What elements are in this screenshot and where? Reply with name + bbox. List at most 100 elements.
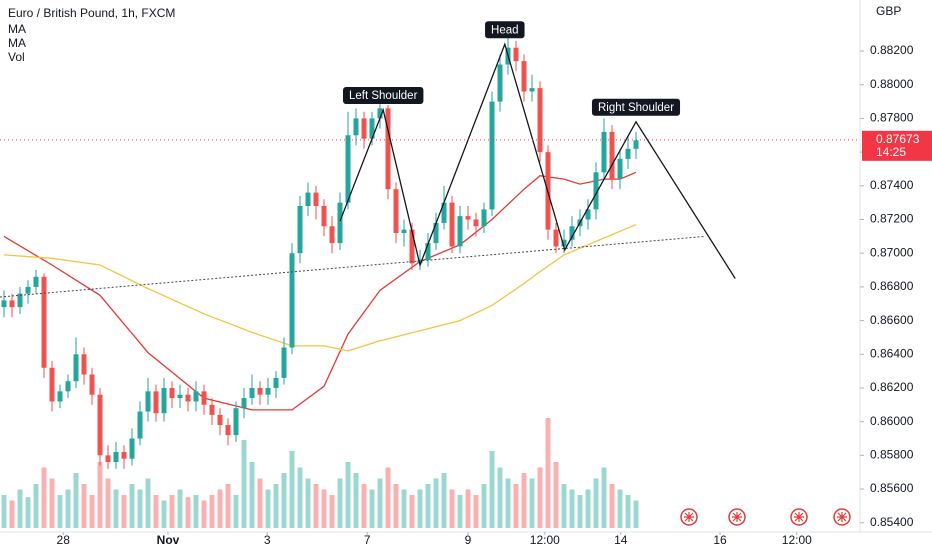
candle-body (353, 118, 359, 136)
volume-bar (545, 418, 551, 528)
candle-body (497, 64, 503, 102)
candle-body (41, 276, 47, 368)
volume-bar (473, 495, 479, 528)
volume-bar (169, 495, 175, 528)
candle-body (393, 189, 399, 233)
x-tick-label: Nov (157, 533, 180, 547)
y-tick-label: 0.86000 (870, 414, 914, 428)
candle-body (561, 239, 567, 247)
legend-ma: MA (8, 22, 26, 36)
volume-bar (561, 484, 567, 528)
flag-icon[interactable] (833, 508, 851, 526)
annotation-box (342, 87, 424, 105)
volume-bar (385, 467, 391, 528)
volume-bar (593, 478, 599, 528)
candle-body (473, 219, 479, 227)
volume-bar (393, 484, 399, 528)
volume-bar (369, 489, 375, 528)
volume-bar (465, 489, 471, 528)
volume-bar (489, 451, 495, 528)
calendar-flags[interactable] (680, 508, 851, 526)
candle-body (241, 398, 247, 409)
candle-body (1, 300, 7, 308)
legend-ma: MA (8, 36, 26, 50)
candle-body (9, 300, 15, 308)
annotation-box (485, 21, 525, 39)
annotation: Head (485, 21, 525, 39)
candle-body (57, 391, 63, 402)
y-tick-label: 0.85400 (870, 515, 914, 529)
volume-bar (65, 489, 71, 528)
annotation-box (591, 98, 681, 116)
volume-bar (537, 467, 543, 528)
candle-body (337, 202, 343, 244)
chart-title: Euro / British Pound, 1h, FXCM (8, 6, 175, 20)
volume-bar (289, 451, 295, 528)
annotation-label: Left Shoulder (349, 90, 418, 102)
volume-bar (601, 467, 607, 528)
volume-bar (257, 478, 263, 528)
candle-body (73, 354, 79, 382)
volume-bar (129, 484, 135, 528)
volume-bar (105, 478, 111, 528)
candle-body (609, 131, 615, 180)
candle-body (161, 387, 167, 414)
volume-bar (361, 484, 367, 528)
candle-body (553, 229, 559, 247)
volume-bar (153, 495, 159, 528)
x-tick-label: 12:00 (782, 533, 812, 547)
candle-body (377, 108, 383, 119)
volume-bar (241, 440, 247, 528)
volume-bar (577, 495, 583, 528)
volume-bar (185, 497, 191, 528)
candle-body (433, 222, 439, 244)
candle-body (385, 108, 391, 190)
candle-body (89, 374, 95, 395)
y-tick-label: 0.88000 (870, 77, 914, 91)
x-tick-label: 9 (465, 533, 472, 547)
candle-body (601, 131, 607, 173)
candle-body (97, 394, 103, 456)
candle-body (153, 391, 159, 414)
flag-icon[interactable] (728, 508, 746, 526)
y-tick-label: 0.87200 (870, 212, 914, 226)
candle-body (305, 192, 311, 207)
volume-bar (121, 495, 127, 528)
volume-bar (249, 462, 255, 528)
candle-body (441, 202, 447, 223)
volume-bar (321, 489, 327, 528)
flag-icon[interactable] (790, 508, 808, 526)
y-tick-label: 0.87800 (870, 111, 914, 125)
volume-bar (353, 473, 359, 528)
volume-bar (41, 467, 47, 528)
volume-bar (297, 467, 303, 528)
candle-body (425, 243, 431, 260)
candle-body (81, 354, 87, 375)
price-unit: GBP (876, 4, 901, 18)
volume-bar (25, 497, 31, 528)
candle-body (129, 438, 135, 459)
candle-body (121, 451, 127, 459)
candle-body (457, 216, 463, 247)
candle-body (257, 387, 263, 395)
volume-bar (9, 500, 15, 528)
last-price-label: 0.87673 (876, 132, 920, 146)
y-tick-label: 0.86200 (870, 380, 914, 394)
volume-bar (401, 489, 407, 528)
candle-body (233, 408, 239, 436)
volume-bar (409, 495, 415, 528)
candle-body (321, 206, 327, 227)
flag-icon[interactable] (680, 508, 698, 526)
candle-body (209, 404, 215, 415)
candle-body (417, 259, 423, 264)
candle-body (217, 414, 223, 426)
volume-bar (233, 495, 239, 528)
candle-body (49, 367, 55, 402)
volume-bar (145, 478, 151, 528)
volume-bar (553, 462, 559, 528)
volume-bar (513, 484, 519, 528)
candle-body (201, 391, 207, 405)
candle-body (297, 206, 303, 254)
candle-body (313, 192, 319, 207)
